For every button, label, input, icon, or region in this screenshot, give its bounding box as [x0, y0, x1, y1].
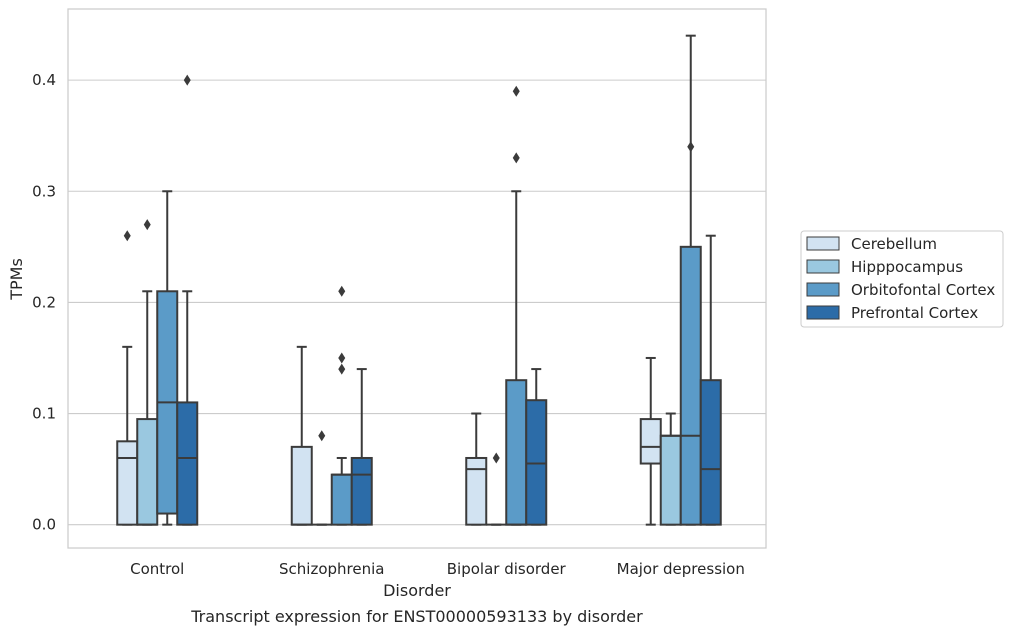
box-body	[525, 399, 548, 526]
box-body	[659, 434, 682, 526]
x-axis-ticks: Control Schizophrenia Bipolar disorder Majo…	[130, 560, 745, 578]
legend-swatch	[806, 305, 840, 320]
box-body	[639, 418, 662, 465]
box-body	[330, 473, 353, 526]
legend-swatch	[806, 259, 840, 274]
outlier-point	[318, 430, 326, 442]
y-tick-label: 0.2	[32, 293, 56, 311]
box-hipppocampus	[486, 452, 507, 526]
x-axis-label: Disorder	[383, 581, 451, 600]
box-body	[136, 418, 159, 526]
y-tick-label: 0.1	[32, 405, 56, 423]
legend: Cerebellum Hipppocampus Orbitofontal Corte…	[800, 230, 1004, 328]
box-orbitofontal-cortex	[330, 285, 353, 526]
box-body	[465, 456, 488, 526]
boxes	[116, 34, 722, 526]
outlier-point	[492, 452, 500, 464]
y-axis-label: TPMs	[7, 258, 26, 301]
legend-label: Cerebellum	[851, 235, 937, 253]
box-body	[699, 379, 722, 526]
figure-caption: Transcript expression for ENST0000059313…	[190, 607, 643, 626]
legend-label: Hipppocampus	[851, 258, 963, 276]
x-tick-label: Control	[130, 560, 184, 578]
box-body	[679, 245, 702, 526]
legend-swatch	[806, 236, 840, 251]
box-prefrontal-cortex	[176, 74, 199, 526]
outlier-point	[512, 85, 520, 97]
box-body	[505, 379, 528, 526]
outlier-point	[123, 230, 131, 242]
outlier-point	[338, 285, 346, 297]
legend-label: Orbitofontal Cortex	[851, 281, 995, 299]
legend-swatch	[806, 282, 840, 297]
box-prefrontal-cortex	[350, 368, 373, 526]
box-cerebellum	[639, 356, 662, 526]
box-hipppocampus	[311, 430, 332, 526]
box-body	[350, 456, 373, 526]
legend-frame	[800, 230, 1004, 328]
box-prefrontal-cortex	[699, 234, 722, 526]
box-cerebellum	[290, 345, 313, 526]
box-orbitofontal-cortex	[679, 34, 702, 526]
x-tick-label: Bipolar disorder	[447, 560, 567, 578]
box-body	[116, 440, 139, 526]
outlier-point	[687, 141, 695, 153]
box-prefrontal-cortex	[525, 368, 548, 526]
legend-label: Prefrontal Cortex	[851, 304, 978, 322]
outlier-point	[338, 363, 346, 375]
plot-frame	[67, 8, 767, 549]
y-axis-ticks: 0.0 0.1 0.2 0.3 0.4	[32, 71, 56, 534]
outlier-point	[338, 352, 346, 364]
outlier-point	[183, 74, 191, 86]
x-tick-label: Major depression	[617, 560, 745, 578]
box-cerebellum	[465, 412, 488, 526]
y-tick-label: 0.3	[32, 182, 56, 200]
box-body	[290, 445, 313, 526]
box-body	[176, 401, 199, 526]
outlier-point	[512, 152, 520, 164]
x-tick-label: Schizophrenia	[279, 560, 384, 578]
box-orbitofontal-cortex	[505, 85, 528, 526]
y-tick-label: 0.4	[32, 71, 56, 89]
box-orbitofontal-cortex	[156, 190, 179, 526]
outlier-point	[143, 219, 151, 231]
y-tick-label: 0.0	[32, 516, 56, 534]
